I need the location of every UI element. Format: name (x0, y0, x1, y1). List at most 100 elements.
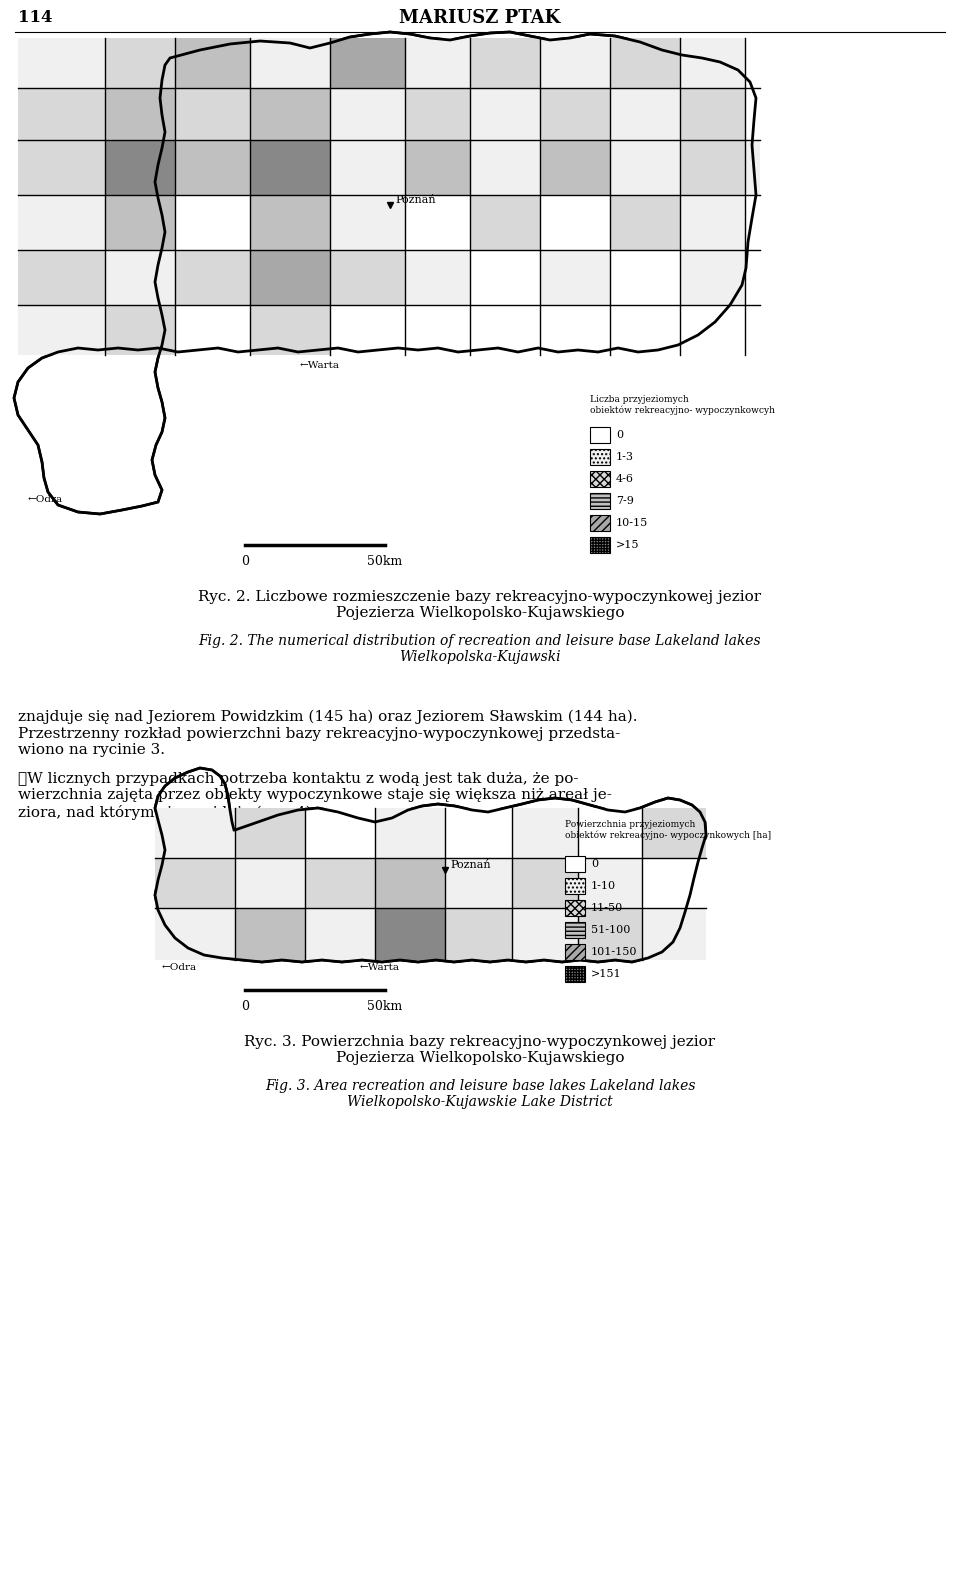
Bar (470, 250, 540, 305)
Text: 0: 0 (591, 858, 598, 869)
Text: Ryc. 2. Liczbowe rozmieszczenie bazy rekreacyjno-wypoczynkowej jezior
Pojezierza: Ryc. 2. Liczbowe rozmieszczenie bazy rek… (199, 590, 761, 621)
Text: 50km: 50km (368, 1000, 402, 1012)
Bar (235, 858, 305, 909)
Bar (305, 909, 375, 960)
Bar (590, 472, 610, 487)
Bar (642, 808, 706, 858)
Bar (375, 909, 445, 960)
Text: ←Warta: ←Warta (300, 360, 340, 369)
Bar (565, 923, 585, 938)
Bar (105, 250, 175, 305)
Bar (512, 808, 578, 858)
Bar (250, 305, 330, 355)
Text: Poznań: Poznań (450, 860, 491, 869)
Text: 0: 0 (241, 1000, 249, 1012)
Bar (590, 516, 610, 531)
Bar (745, 195, 760, 250)
Bar (175, 88, 250, 140)
Bar (330, 88, 405, 140)
Bar (250, 195, 330, 250)
Bar (540, 250, 610, 305)
Bar (590, 450, 610, 465)
Bar (18, 38, 105, 88)
Bar (610, 38, 680, 88)
Bar (745, 38, 760, 88)
Bar (680, 140, 745, 195)
Bar (470, 195, 540, 250)
Bar (235, 909, 305, 960)
Bar (680, 38, 745, 88)
Bar (745, 88, 760, 140)
Bar (610, 195, 680, 250)
Bar (250, 140, 330, 195)
Bar (565, 901, 585, 916)
Text: Liczba przyjeziomych
obiektów rekreacyjno- wypoczynkowcyh: Liczba przyjeziomych obiektów rekreacyjn… (590, 395, 775, 415)
Bar (445, 808, 512, 858)
Bar (745, 305, 760, 355)
Bar (175, 195, 250, 250)
Bar (18, 88, 105, 140)
Bar (565, 857, 585, 872)
Bar (565, 879, 585, 894)
Text: 114: 114 (18, 9, 53, 27)
Text: Poznań: Poznań (395, 195, 436, 204)
Text: >151: >151 (591, 968, 622, 979)
Bar (175, 305, 250, 355)
Bar (590, 428, 610, 443)
Bar (18, 305, 105, 355)
Bar (445, 858, 512, 909)
Bar (470, 140, 540, 195)
Bar (175, 38, 250, 88)
Bar (375, 858, 445, 909)
Bar (155, 808, 235, 858)
Bar (105, 38, 175, 88)
Bar (512, 858, 578, 909)
Bar (330, 305, 405, 355)
Bar (578, 858, 642, 909)
Bar (235, 808, 305, 858)
Bar (105, 140, 175, 195)
Bar (330, 195, 405, 250)
Bar (578, 909, 642, 960)
Bar (330, 38, 405, 88)
Bar (405, 38, 470, 88)
Bar (105, 195, 175, 250)
Text: 101-150: 101-150 (591, 946, 637, 957)
Text: 51-100: 51-100 (591, 924, 631, 935)
Bar (405, 88, 470, 140)
Bar (305, 858, 375, 909)
Text: ←Odra: ←Odra (28, 495, 63, 505)
Bar (565, 945, 585, 960)
Bar (18, 195, 105, 250)
Bar (405, 195, 470, 250)
Text: 11-50: 11-50 (591, 902, 623, 913)
Bar (680, 88, 745, 140)
Bar (540, 195, 610, 250)
Bar (375, 808, 445, 858)
Bar (610, 250, 680, 305)
Bar (540, 140, 610, 195)
Text: Ryc. 3. Powierzchnia bazy rekreacyjno-wypoczynkowej jezior
Pojezierza Wielkopols: Ryc. 3. Powierzchnia bazy rekreacyjno-wy… (245, 1034, 715, 1066)
Bar (250, 88, 330, 140)
Bar (305, 808, 375, 858)
Bar (565, 967, 585, 982)
Bar (18, 250, 105, 305)
Bar (470, 38, 540, 88)
Polygon shape (155, 769, 706, 962)
Text: 1-3: 1-3 (616, 453, 634, 462)
Bar (470, 305, 540, 355)
Bar (175, 250, 250, 305)
Bar (540, 305, 610, 355)
Bar (610, 140, 680, 195)
Text: W licznych przypadkach potrzeba kontaktu z wodą jest tak duża, że po-
wierzchnia: W licznych przypadkach potrzeba kontaktu… (18, 772, 612, 819)
Bar (590, 494, 610, 509)
Bar (610, 305, 680, 355)
Bar (642, 858, 706, 909)
Text: 0: 0 (241, 555, 249, 567)
Bar (330, 140, 405, 195)
Text: 50km: 50km (368, 555, 402, 567)
Bar (175, 140, 250, 195)
Text: MARIUSZ PTAK: MARIUSZ PTAK (399, 9, 561, 27)
Text: ←Odra: ←Odra (162, 964, 197, 973)
Bar (250, 38, 330, 88)
